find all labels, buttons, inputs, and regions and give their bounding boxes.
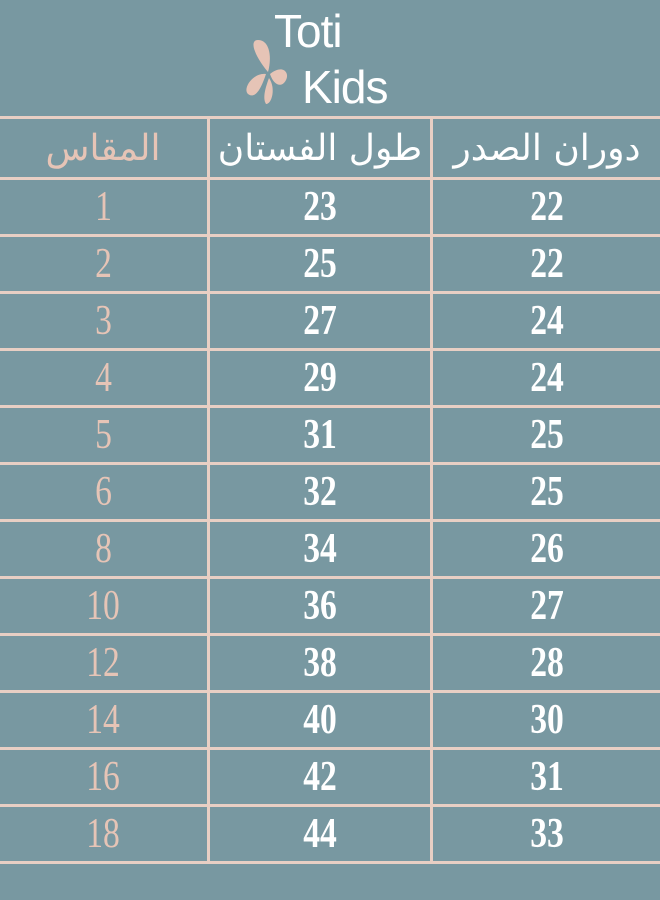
cell-value: 38 xyxy=(303,640,337,686)
chest-cell: 25 xyxy=(430,462,660,522)
table-row: 3 27 24 xyxy=(0,291,660,351)
table-row: 8 34 26 xyxy=(0,519,660,579)
cell-value: 24 xyxy=(530,355,564,401)
brand-name-line1: Toti xyxy=(274,5,343,57)
table-row: 10 36 27 xyxy=(0,576,660,636)
table-row: 5 31 25 xyxy=(0,405,660,465)
size-cell: 5 xyxy=(0,405,210,465)
brand-name-line2: Kids xyxy=(302,61,388,113)
size-cell: 16 xyxy=(0,747,210,807)
chest-cell: 30 xyxy=(430,690,660,750)
cell-value: 25 xyxy=(530,412,564,458)
cell-value: 29 xyxy=(303,355,337,401)
size-cell: 18 xyxy=(0,804,210,864)
size-cell: 4 xyxy=(0,348,210,408)
cell-value: 28 xyxy=(530,640,564,686)
cell-value: 25 xyxy=(303,241,337,287)
table-row: 12 38 28 xyxy=(0,633,660,693)
cell-value: 30 xyxy=(530,697,564,743)
cell-value: 42 xyxy=(303,754,337,800)
size-cell: 10 xyxy=(0,576,210,636)
dress-length-cell: 38 xyxy=(207,633,433,693)
dress-length-cell: 34 xyxy=(207,519,433,579)
size-cell: 3 xyxy=(0,291,210,351)
table-row: 6 32 25 xyxy=(0,462,660,522)
cell-value: 16 xyxy=(86,754,120,800)
header-row: المقاس طول الفستان دوران الصدر xyxy=(0,116,660,180)
cell-value: 10 xyxy=(86,583,120,629)
chest-cell: 31 xyxy=(430,747,660,807)
table-row: 4 29 24 xyxy=(0,348,660,408)
table-row: 2 25 22 xyxy=(0,234,660,294)
table-row: 14 40 30 xyxy=(0,690,660,750)
chest-cell: 28 xyxy=(430,633,660,693)
table-row: 18 44 33 xyxy=(0,804,660,864)
cell-value: 3 xyxy=(94,298,112,344)
dress-length-cell: 42 xyxy=(207,747,433,807)
size-cell: 12 xyxy=(0,633,210,693)
table-row: 1 23 22 xyxy=(0,177,660,237)
cell-value: 25 xyxy=(530,469,564,515)
cell-value: 1 xyxy=(94,184,112,230)
size-cell: 6 xyxy=(0,462,210,522)
cell-value: 23 xyxy=(303,184,337,230)
cell-value: 33 xyxy=(530,811,564,857)
chest-cell: 25 xyxy=(430,405,660,465)
dress-length-cell: 40 xyxy=(207,690,433,750)
cell-value: 22 xyxy=(530,184,564,230)
cell-value: 34 xyxy=(303,526,337,572)
brand-logo: Toti Kids xyxy=(240,2,400,114)
cell-value: 44 xyxy=(303,811,337,857)
cell-value: 32 xyxy=(303,469,337,515)
cell-value: 22 xyxy=(530,241,564,287)
chest-cell: 22 xyxy=(430,177,660,237)
dress-length-cell: 27 xyxy=(207,291,433,351)
dress-length-cell: 44 xyxy=(207,804,433,864)
dress-length-cell: 29 xyxy=(207,348,433,408)
size-cell: 8 xyxy=(0,519,210,579)
cell-value: 8 xyxy=(94,526,112,572)
size-cell: 1 xyxy=(0,177,210,237)
cell-value: 12 xyxy=(86,640,120,686)
dress-length-cell: 31 xyxy=(207,405,433,465)
cell-value: 26 xyxy=(530,526,564,572)
chest-cell: 33 xyxy=(430,804,660,864)
cell-value: 5 xyxy=(94,412,112,458)
dress-length-cell: 32 xyxy=(207,462,433,522)
chest-cell: 24 xyxy=(430,348,660,408)
dress-length-cell: 36 xyxy=(207,576,433,636)
header-dress-length: طول الفستان xyxy=(207,116,433,180)
chest-cell: 26 xyxy=(430,519,660,579)
cell-value: 27 xyxy=(303,298,337,344)
cell-value: 6 xyxy=(94,469,112,515)
butterfly-icon xyxy=(246,40,288,104)
cell-value: 36 xyxy=(303,583,337,629)
header-size: المقاس xyxy=(0,116,210,180)
table-row: 16 42 31 xyxy=(0,747,660,807)
cell-value: 18 xyxy=(86,811,120,857)
cell-value: 24 xyxy=(530,298,564,344)
dress-length-cell: 25 xyxy=(207,234,433,294)
size-chart-table: المقاس طول الفستان دوران الصدر 1 23 22 2 25 2… xyxy=(0,116,660,864)
chest-cell: 22 xyxy=(430,234,660,294)
cell-value: 40 xyxy=(303,697,337,743)
size-cell: 2 xyxy=(0,234,210,294)
cell-value: 31 xyxy=(303,412,337,458)
cell-value: 2 xyxy=(94,241,112,287)
cell-value: 4 xyxy=(94,355,112,401)
cell-value: 31 xyxy=(530,754,564,800)
cell-value: 27 xyxy=(530,583,564,629)
chest-cell: 24 xyxy=(430,291,660,351)
chest-cell: 27 xyxy=(430,576,660,636)
size-cell: 14 xyxy=(0,690,210,750)
dress-length-cell: 23 xyxy=(207,177,433,237)
cell-value: 14 xyxy=(86,697,120,743)
header-chest: دوران الصدر xyxy=(430,116,660,180)
